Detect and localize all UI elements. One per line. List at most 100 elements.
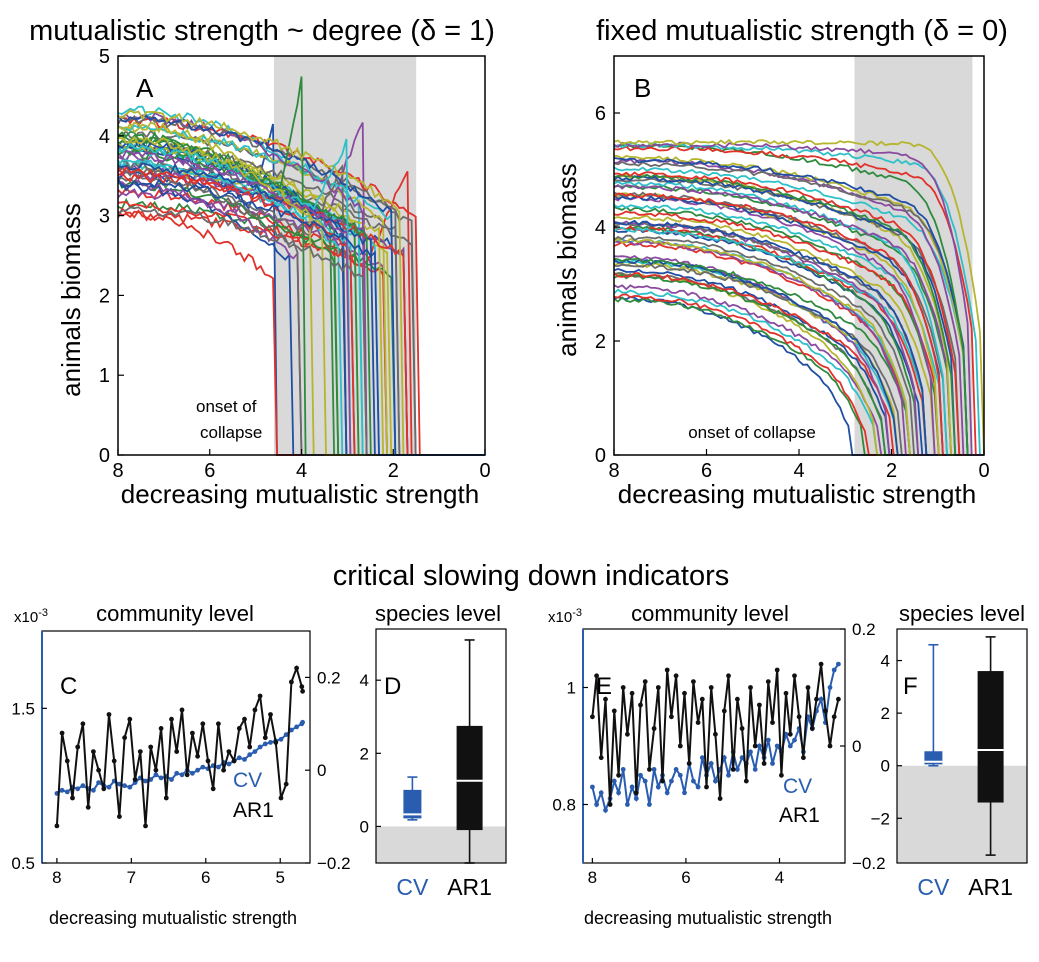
panel-label: A	[136, 73, 154, 103]
ar1-point	[143, 823, 148, 829]
ar1-point	[252, 707, 258, 713]
cv-point	[647, 802, 652, 807]
x-tick-label: 6	[681, 868, 690, 887]
panel-b: 8 6 4 2 0 0 2 4 6 B animals biomass decreasing m…	[552, 55, 990, 509]
plot-area	[590, 661, 841, 814]
series-line	[613, 192, 984, 456]
y-tick-label: 4	[595, 217, 606, 239]
ar1-point	[770, 720, 775, 725]
cv-point	[792, 737, 797, 743]
cv-point	[708, 761, 714, 766]
ar1-point	[717, 796, 723, 801]
ar1-point	[59, 730, 65, 736]
ar1-point	[708, 685, 714, 690]
ar1-point	[106, 712, 112, 717]
plot-frame	[896, 628, 1028, 864]
cv-point	[831, 667, 837, 673]
panel-f: CV AR1 −2 0 2 4 species level F	[871, 601, 1028, 900]
y-tick-label: 0	[360, 817, 369, 836]
y-tick-label: 5	[99, 46, 110, 68]
ar1-point	[735, 696, 740, 702]
x-tick-label: 2	[388, 460, 399, 482]
ar1-point	[127, 716, 133, 722]
ar1-point	[651, 726, 657, 731]
axis-ticks: 8 6 4 2 0 0 1 2 3 4 5	[99, 46, 491, 482]
panel-a: 8 6 4 2 0 0 1 2 3 4 5 A animals biomass decreasing…	[56, 46, 491, 509]
ar1-point	[655, 685, 661, 690]
ar1-point	[607, 802, 613, 807]
ar1-point	[686, 761, 692, 766]
cv-point	[200, 764, 206, 770]
cv-point	[682, 790, 687, 796]
ar1-point	[111, 758, 117, 764]
plot-area: CV AR1	[376, 639, 506, 900]
cv-point	[651, 767, 657, 772]
ar1-point	[247, 744, 253, 750]
ar1-point	[814, 696, 819, 702]
cv-point	[765, 737, 771, 743]
ar1-point	[85, 804, 91, 810]
ar1-point	[669, 714, 674, 720]
y-tick-label: 4	[360, 671, 369, 690]
cv-point	[257, 744, 263, 750]
ar1-point	[148, 744, 154, 750]
multiplier: x10-3	[14, 607, 48, 626]
shaded-region	[376, 826, 506, 863]
ar1-point	[117, 814, 122, 819]
y-tick-label: 4	[881, 652, 890, 671]
ar1-point	[96, 767, 101, 773]
cv-point	[216, 764, 221, 770]
ar1-point	[827, 743, 833, 749]
ar1-point	[262, 735, 268, 741]
cv-point	[59, 787, 65, 793]
cv-point	[278, 736, 284, 742]
x-axis-label: decreasing mutualistic strength	[618, 479, 976, 509]
ar1-point	[195, 753, 201, 759]
ar1-point	[64, 758, 70, 764]
ar1-point	[743, 778, 749, 784]
cv-point	[127, 784, 133, 790]
ar1-point	[633, 790, 639, 796]
cv-point	[603, 807, 608, 813]
cv-point	[735, 767, 740, 772]
ar1-point	[761, 761, 767, 766]
ar1-point	[660, 778, 665, 784]
axis-ticks: 8 7 6 5 0.5 1.5 −0.2 0 0.2	[11, 668, 350, 887]
ar1-point	[273, 740, 279, 745]
box	[403, 789, 422, 819]
ar1-point	[278, 795, 284, 801]
panel-label: C	[60, 673, 77, 700]
cv-point	[757, 743, 762, 749]
panel-label: E	[596, 673, 612, 700]
ar1-point	[190, 730, 195, 736]
cv-point	[713, 778, 718, 784]
category-label: CV	[396, 874, 429, 900]
y-tick-label: 3	[99, 206, 110, 228]
category-label: AR1	[968, 874, 1013, 900]
x-tick-label: 6	[204, 460, 215, 482]
cv-point	[289, 727, 294, 733]
cv-point	[633, 796, 639, 801]
ar1-point	[236, 726, 242, 731]
ar1-point	[289, 679, 294, 685]
x-axis-label: decreasing mutualistic strength	[49, 908, 297, 928]
y-tick-label: 0	[99, 445, 110, 467]
y-axis-label: animals biomass	[552, 163, 582, 357]
cv-point	[75, 786, 81, 792]
y-right-tick-label: −0.2	[317, 854, 351, 873]
axis-ticks: 8 6 4 0.8 1 −0.2 0 0.2	[552, 620, 885, 887]
ar1-point	[831, 714, 837, 720]
x-tick-label: 6	[201, 868, 210, 887]
panel-d: CV AR1 0 2 4 species level D	[360, 601, 507, 900]
ar1-point	[647, 767, 652, 772]
annotation-line-1: onset of	[196, 397, 257, 416]
y-tick-label: 1.5	[11, 699, 35, 718]
ar1-point	[739, 726, 745, 731]
plot-area	[54, 664, 305, 829]
legend-cv: CV	[233, 769, 262, 792]
ar1-point	[91, 749, 96, 754]
x-tick-label: 7	[127, 868, 136, 887]
cv-point	[699, 755, 705, 761]
cv-point	[80, 783, 86, 789]
cv-point	[638, 772, 643, 778]
